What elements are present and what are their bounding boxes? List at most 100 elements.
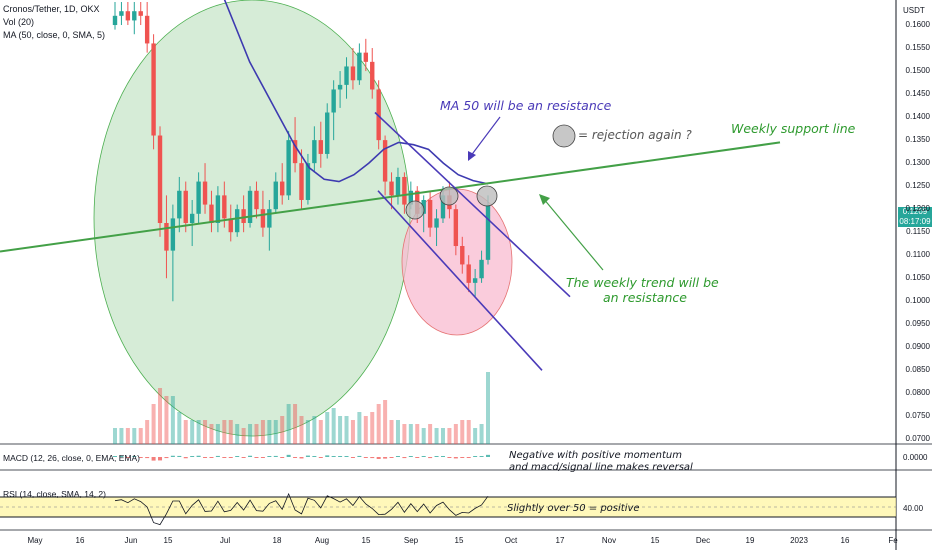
volume-bar	[119, 428, 124, 444]
macd-bar	[312, 456, 317, 457]
candle-body	[119, 11, 124, 16]
macd-bar	[299, 457, 304, 459]
macd-bar	[370, 457, 375, 459]
weekly-trend-note-2: an resistance	[603, 290, 687, 305]
macd-bar	[125, 457, 130, 458]
price-tick-label: 0.1000	[905, 296, 930, 306]
ma-legend[interactable]: MA (50, close, 0, SMA, 5)	[3, 30, 106, 40]
date-tick-label: 16	[75, 536, 85, 545]
volume-bar	[145, 420, 150, 444]
ma50-line	[223, 0, 489, 185]
volume-bar	[196, 420, 201, 444]
volume-bar	[421, 428, 426, 444]
candle-body	[376, 89, 381, 141]
channel-upper-line	[374, 111, 571, 298]
volume-legend[interactable]: Vol (20)	[3, 17, 35, 27]
price-tick-label: 0.0750	[905, 411, 930, 421]
date-tick-label: 18	[272, 536, 282, 545]
macd-bar	[190, 456, 195, 457]
date-tick-label: Sep	[403, 536, 419, 545]
macd-bar	[440, 456, 445, 457]
rsi-value: 40.00	[903, 504, 924, 513]
volume-bar	[183, 420, 188, 444]
ma-arrow-line	[469, 116, 501, 158]
price-tick-label: 0.0800	[905, 388, 930, 398]
candle-body	[382, 140, 388, 182]
candle-body	[337, 84, 343, 90]
ma-resistance-note: MA 50 will be an resistance	[440, 98, 612, 113]
currency-label: USDT	[903, 6, 925, 15]
macd-bar	[383, 457, 388, 459]
macd-bar	[395, 456, 400, 457]
volume-bar	[228, 420, 233, 444]
macd-bar	[222, 457, 227, 458]
macd-bar	[376, 457, 381, 459]
macd-bar	[305, 455, 310, 457]
candle-body	[292, 140, 298, 164]
volume-bar	[254, 424, 259, 444]
weekly-trend-note-1: The weekly trend will be	[566, 275, 719, 290]
macd-bar	[389, 457, 394, 458]
candle-body	[196, 181, 201, 214]
date-tick-label: Jun	[124, 536, 138, 545]
weekly-support-note: Weekly support line	[731, 121, 856, 136]
date-tick-label: Dec	[695, 536, 711, 545]
candle-body	[485, 205, 491, 260]
volume-bar	[395, 420, 400, 444]
price-tick-label: 0.1250	[905, 181, 930, 191]
volume-bar	[331, 408, 336, 444]
macd-bar	[402, 457, 407, 459]
volume-bar	[440, 428, 445, 444]
candle-body	[209, 204, 214, 223]
candle-body	[177, 190, 182, 219]
macd-bar	[241, 457, 246, 458]
symbol-legend[interactable]: Cronos/Tether, 1D, OKX	[3, 4, 100, 14]
macd-bar	[338, 456, 343, 457]
macd-bar	[344, 456, 349, 457]
volume-bar	[132, 428, 137, 444]
volume-bar	[260, 420, 265, 444]
candle-body	[125, 11, 131, 21]
macd-bar	[293, 457, 298, 458]
candle-body	[318, 140, 323, 154]
volume-bar	[203, 420, 208, 444]
macd-bar	[453, 457, 458, 459]
rsi-line	[114, 492, 489, 526]
candle-body	[286, 140, 291, 196]
volume-bar	[312, 416, 317, 444]
macd-bar	[428, 457, 433, 459]
candle-body	[395, 176, 401, 196]
price-tick-label: 0.1550	[905, 43, 930, 53]
macd-bar	[254, 457, 259, 458]
macd-bar	[158, 457, 163, 461]
candle-body	[312, 140, 317, 164]
candle-body	[440, 195, 446, 219]
volume-bar	[486, 372, 490, 444]
candle-body	[112, 15, 118, 26]
candle-body	[164, 223, 169, 251]
volume-bar	[460, 420, 465, 444]
macd-bar	[235, 456, 240, 457]
volume-bar	[151, 404, 156, 444]
macd-bar	[350, 457, 355, 458]
date-tick-label: 2023	[790, 536, 808, 545]
volume-bar	[350, 420, 355, 444]
candle-body	[202, 181, 208, 205]
candle-body	[228, 218, 233, 233]
macd-bar	[357, 455, 362, 457]
volume-bar	[376, 404, 381, 444]
candle-body	[151, 43, 156, 136]
macd-bar	[460, 457, 465, 458]
price-tick-label: 0.0850	[905, 365, 930, 375]
macd-bar	[421, 456, 426, 457]
date-tick-label: 15	[650, 536, 660, 545]
macd-bar	[164, 457, 169, 459]
volume-bar	[434, 428, 439, 444]
volume-bar	[402, 424, 407, 444]
rsi-legend[interactable]: RSI (14, close, SMA, 14, 2)	[3, 489, 106, 499]
macd-legend[interactable]: MACD (12, 26, close, 0, EMA, EMA)	[3, 453, 140, 463]
candle-body	[299, 163, 304, 200]
date-tick-label: Nov	[601, 536, 617, 545]
date-tick-label: 15	[163, 536, 173, 545]
volume-bar	[305, 420, 310, 444]
